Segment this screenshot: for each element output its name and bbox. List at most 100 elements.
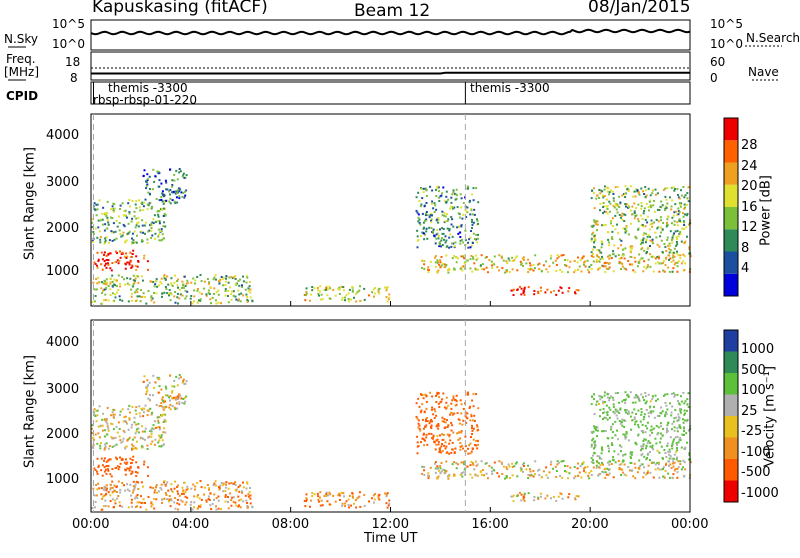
power-cell — [595, 194, 598, 197]
velocity-cell — [606, 393, 609, 396]
velocity-cell — [132, 480, 135, 483]
velocity-cell — [107, 491, 110, 494]
power-cell — [643, 249, 646, 252]
power-cell — [182, 172, 185, 175]
power-cell — [225, 275, 228, 278]
velocity-cell — [659, 422, 662, 425]
power-cell — [603, 205, 606, 208]
velocity-cell — [141, 425, 144, 428]
power-cell — [158, 222, 161, 225]
power-cell — [233, 276, 236, 279]
power-cell — [617, 232, 620, 235]
power-cell — [678, 218, 681, 221]
velocity-cell — [477, 443, 479, 446]
velocity-cell — [95, 420, 98, 423]
velocity-cell — [163, 427, 166, 430]
velocity-cell — [522, 498, 525, 500]
velocity-cell — [384, 492, 387, 495]
power-cell — [655, 236, 658, 239]
velocity-cell — [458, 437, 461, 440]
velocity-cell — [161, 413, 163, 416]
power-cell — [464, 229, 467, 232]
power-cell — [666, 202, 669, 205]
power-cell — [658, 270, 661, 273]
power-cell — [473, 262, 476, 265]
velocity-cell — [130, 498, 133, 501]
velocity-cell — [234, 501, 237, 504]
velocity-cell — [555, 499, 558, 502]
velocity-cell — [133, 487, 136, 490]
power-cell — [142, 279, 144, 282]
velocity-cell — [119, 488, 122, 491]
velocity-cell — [239, 506, 242, 509]
velocity-cell — [147, 397, 150, 400]
power-cell — [511, 289, 514, 292]
power-cell — [136, 291, 139, 294]
velocity-cell — [162, 408, 165, 411]
power-cell — [328, 285, 331, 288]
velocity-cell — [554, 465, 557, 468]
velocity-cell — [522, 465, 525, 467]
velocity-cell — [175, 398, 178, 401]
power-cell — [621, 265, 624, 268]
velocity-cell — [130, 494, 133, 497]
velocity-cell — [675, 450, 678, 453]
power-cell — [193, 289, 196, 292]
power-cell — [157, 213, 160, 216]
power-cell — [99, 241, 102, 244]
power-cell — [662, 260, 665, 263]
power-cell — [199, 274, 202, 276]
velocity-cell — [593, 452, 596, 455]
velocity-cell — [438, 396, 441, 399]
velocity-cell — [95, 494, 98, 497]
power-cell — [605, 267, 608, 270]
power-cell — [196, 276, 199, 278]
velocity-cell — [437, 427, 440, 430]
power-cell — [555, 269, 558, 272]
power-cell — [436, 185, 439, 188]
velocity-cell — [643, 399, 646, 401]
velocity-cell — [423, 473, 426, 476]
power-cell — [198, 299, 200, 302]
power-cell — [225, 277, 227, 280]
power-cell — [655, 193, 657, 196]
velocity-cell — [235, 504, 238, 507]
power-cell — [640, 257, 643, 260]
power-cell — [682, 186, 685, 188]
power-cell — [92, 240, 95, 243]
velocity-cell — [584, 471, 587, 474]
velocity-cell — [385, 495, 388, 498]
velocity-cell — [637, 466, 640, 469]
velocity-ytick-4000: 4000 — [46, 335, 80, 350]
power-cell — [377, 290, 380, 293]
power-cell — [421, 266, 423, 269]
velocity-cell — [114, 499, 117, 502]
power-cell — [649, 265, 652, 268]
velocity-cell — [621, 460, 624, 463]
velocity-cell — [688, 458, 690, 461]
velocity-cell — [501, 463, 504, 466]
velocity-cell — [676, 435, 679, 438]
power-cell — [160, 198, 163, 201]
velocity-cell — [629, 452, 632, 455]
velocity-cell — [645, 458, 648, 461]
power-cell — [146, 203, 149, 206]
velocity-cell — [685, 420, 688, 423]
power-cell — [100, 263, 103, 266]
power-cell — [132, 283, 135, 286]
power-cell — [583, 263, 585, 266]
velocity-cell — [111, 498, 114, 501]
power-cell — [533, 293, 536, 296]
velocity-cell — [130, 501, 133, 504]
power-cell — [181, 294, 184, 297]
velocity-cell — [447, 404, 450, 407]
power-cell — [104, 288, 107, 291]
velocity-cell — [519, 491, 521, 494]
power-cell — [688, 252, 690, 255]
velocity-cell — [183, 382, 186, 385]
power-cell — [682, 220, 685, 223]
velocity-cell — [199, 504, 202, 507]
power-cell — [450, 201, 453, 204]
power-cell — [649, 253, 651, 256]
power-cell — [149, 280, 152, 283]
